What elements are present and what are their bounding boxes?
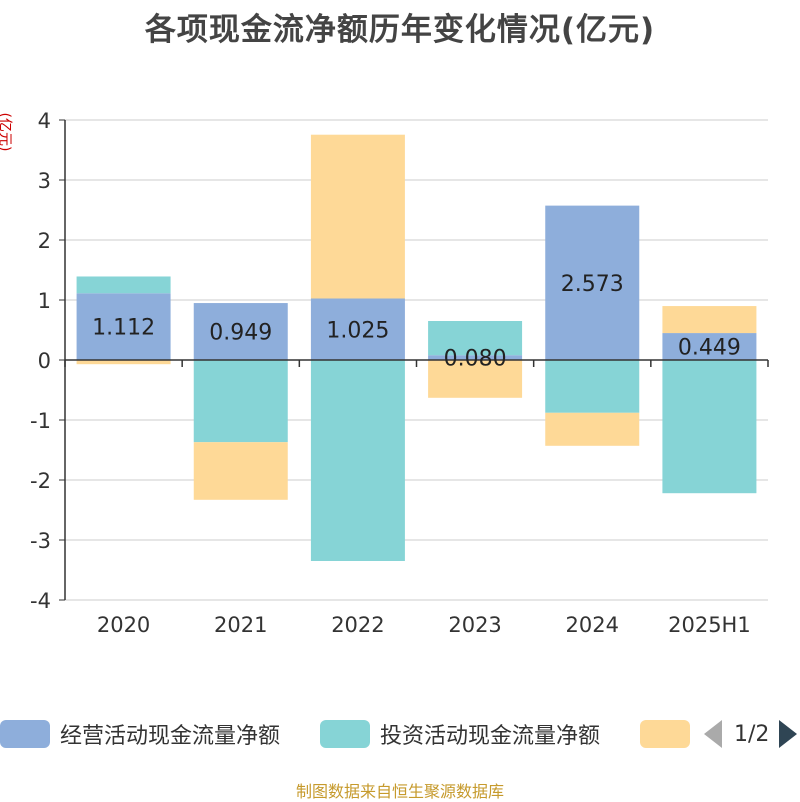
y-tick-label: 1 (38, 289, 51, 313)
bars (76, 134, 757, 561)
y-tick-label: 0 (38, 349, 51, 373)
y-tick-label: 2 (38, 229, 51, 253)
bar-series1-2024 (545, 360, 640, 413)
data-label: 2.573 (561, 272, 624, 297)
source-note: 制图数据来自恒生聚源数据库 (295, 782, 504, 801)
data-label: 1.112 (92, 316, 155, 341)
bar-series1-2021 (193, 360, 288, 443)
bar-series0-2021 (193, 303, 288, 360)
data-label: 0.449 (678, 336, 741, 361)
chart-title: 各项现金流净额历年变化情况(亿元) (144, 12, 656, 48)
legend-item-investing[interactable]: 投资活动现金流量净额 (320, 716, 600, 752)
y-tick-label: 3 (38, 169, 51, 193)
legend-swatch-investing (320, 720, 370, 748)
bar-series1-2023 (428, 321, 523, 356)
bar-series0-2025H1 (662, 333, 757, 360)
x-tick-label: 2025H1 (668, 613, 751, 637)
bar-series2-2020 (76, 360, 171, 365)
data-label: 0.080 (444, 347, 507, 372)
next-page-arrow-icon[interactable] (779, 720, 798, 748)
x-tick-label: 2021 (214, 613, 267, 637)
legend: 经营活动现金流量净额 投资活动现金流量净额 (0, 716, 800, 756)
data-label: 0.949 (209, 321, 272, 346)
bar-series2-2021 (193, 442, 288, 500)
y-tick-label: -2 (30, 469, 51, 493)
axes: -4 -3 -2 -1 0 1 2 3 4 2020 2021 2022 2023 2024 2025H1 (30, 109, 769, 637)
bar-series0-2020 (76, 293, 171, 360)
x-tick-label: 2024 (566, 613, 619, 637)
legend-pager: 1/2 (700, 716, 800, 752)
bar-series1-2025H1 (662, 360, 757, 494)
y-tick-label: -4 (30, 589, 51, 613)
x-tick-label: 2022 (331, 613, 384, 637)
y-tick-label: -3 (30, 529, 51, 553)
legend-swatch-operating (0, 720, 50, 748)
bar-series0-2023 (428, 355, 523, 360)
previous-page-arrow-icon[interactable] (704, 720, 722, 748)
legend-item-financing[interactable] (640, 716, 700, 752)
grid-lines (65, 119, 768, 601)
bar-series0-2024 (545, 205, 640, 360)
bar-series2-2025H1 (662, 306, 757, 334)
legend-label-operating: 经营活动现金流量净额 (60, 724, 281, 749)
x-tick-label: 2020 (97, 613, 150, 637)
data-label: 1.025 (326, 318, 389, 343)
data-labels: 1.112 0.949 1.025 0.080 2.573 0.449 (92, 272, 741, 372)
x-tick-label: 2023 (448, 613, 501, 637)
bar-series1-2022 (310, 360, 405, 561)
bar-series2-2022 (310, 134, 405, 299)
legend-item-operating[interactable]: 经营活动现金流量净额 (0, 716, 280, 752)
legend-page-indicator: 1/2 (734, 721, 770, 747)
legend-swatch-financing (640, 720, 690, 748)
bar-series0-2022 (310, 298, 405, 360)
bar-series1-2020 (76, 276, 171, 294)
legend-label-investing: 投资活动现金流量净额 (380, 724, 601, 749)
bar-series2-2024 (545, 412, 640, 446)
y-tick-label: -1 (30, 409, 51, 433)
y-tick-label: 4 (38, 109, 51, 133)
bar-series2-2023 (428, 360, 523, 398)
